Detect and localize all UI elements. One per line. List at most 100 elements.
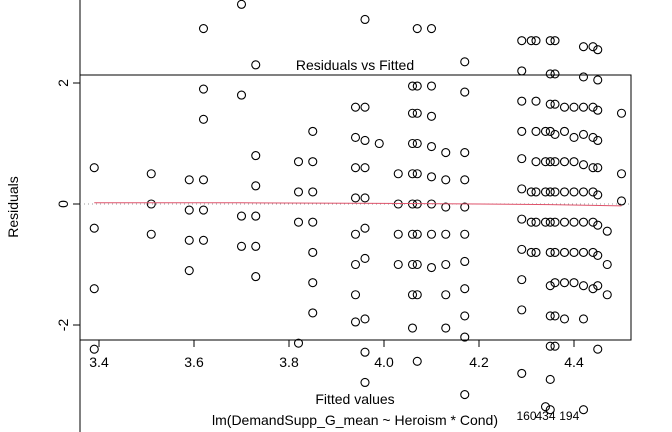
residual-point (198, 205, 209, 215)
residual-point (578, 160, 589, 170)
residual-point (293, 217, 304, 227)
residual-point (517, 305, 527, 315)
residual-point (393, 169, 403, 179)
residual-point (593, 45, 603, 55)
residual-point (616, 196, 627, 206)
residual-point (407, 259, 418, 270)
residual-point (545, 126, 555, 136)
model-formula-sublabel: lm(DemandSupp_G_mean ~ Heroism * Cond) (212, 412, 498, 428)
residual-point (588, 284, 598, 294)
residual-point (412, 169, 422, 179)
residual-point (593, 250, 603, 260)
residual-point (251, 211, 261, 221)
residual-point (531, 126, 541, 136)
residual-point (569, 217, 579, 227)
residual-point (540, 157, 551, 167)
residual-point (588, 217, 598, 227)
residual-point (460, 311, 470, 321)
residual-point (588, 187, 598, 197)
residual-point (426, 81, 437, 91)
residual-point (517, 126, 527, 136)
residual-point (236, 211, 247, 221)
residual-point (251, 181, 261, 191)
residual-point (588, 132, 598, 142)
residual-point (89, 223, 99, 233)
residual-point (526, 36, 536, 46)
residual-point (407, 138, 418, 149)
residual-point (578, 405, 589, 415)
residual-point (593, 281, 603, 291)
residual-point (526, 217, 536, 227)
residual-point (198, 23, 209, 34)
residual-point (578, 281, 589, 291)
residual-point (308, 126, 318, 136)
residual-point (426, 111, 437, 121)
residual-point (569, 102, 579, 112)
residual-point (550, 278, 560, 288)
residual-point (293, 157, 304, 167)
residual-point (602, 259, 612, 270)
residual-point (426, 23, 437, 34)
residual-point (360, 223, 370, 233)
residual-point (460, 332, 470, 342)
residual-point (545, 157, 555, 167)
residual-point (550, 247, 560, 257)
residual-point (460, 256, 470, 267)
residual-point (360, 135, 370, 146)
residual-point (569, 187, 579, 197)
outlier-label: 434 (535, 409, 555, 423)
residual-point (616, 169, 627, 179)
residual-point (602, 290, 612, 300)
residual-point (360, 163, 370, 173)
residual-point (412, 108, 422, 118)
residual-point (460, 57, 470, 67)
residual-point (616, 108, 627, 118)
residual-point (407, 229, 418, 239)
residual-point (350, 290, 361, 300)
residual-point (531, 96, 541, 106)
residual-point (360, 193, 370, 203)
residual-point (441, 148, 451, 158)
residual-point (578, 129, 589, 139)
residual-point (393, 259, 403, 270)
x-tick-label: 3.6 (184, 354, 204, 370)
residual-point (198, 175, 209, 185)
residual-point (441, 259, 451, 270)
x-tick-label: 3.8 (279, 354, 299, 370)
residual-point (569, 132, 579, 142)
residual-point (460, 390, 470, 400)
residual-point (540, 402, 551, 412)
residual-point (350, 102, 361, 112)
residual-point (550, 341, 560, 351)
residual-point (588, 42, 598, 52)
residual-point (184, 235, 194, 245)
residual-point (460, 202, 470, 212)
residual-point (593, 105, 603, 115)
residual-point (550, 311, 560, 321)
chart-title: Residuals vs Fitted (296, 57, 414, 73)
residual-point (531, 187, 541, 197)
residual-point (412, 81, 422, 91)
x-axis-label: Fitted values (315, 391, 394, 407)
outlier-label: 194 (559, 409, 579, 423)
residual-point (559, 157, 570, 167)
residual-point (350, 193, 361, 203)
residual-point (308, 278, 318, 288)
residual-point (531, 247, 541, 257)
residual-point (517, 368, 527, 378)
residual-point (578, 187, 589, 197)
residual-point (308, 247, 318, 257)
residual-point (540, 217, 551, 227)
residual-point (593, 190, 603, 200)
residual-point (531, 36, 541, 46)
residual-point (517, 66, 527, 76)
residual-point (550, 36, 560, 46)
residual-point (545, 374, 555, 385)
residual-point (593, 135, 603, 146)
residual-point (602, 226, 612, 236)
residual-point (441, 290, 451, 300)
residual-point (426, 262, 437, 273)
residual-point (559, 126, 570, 136)
x-tick-label: 3.4 (89, 354, 109, 370)
residual-point (251, 151, 261, 161)
